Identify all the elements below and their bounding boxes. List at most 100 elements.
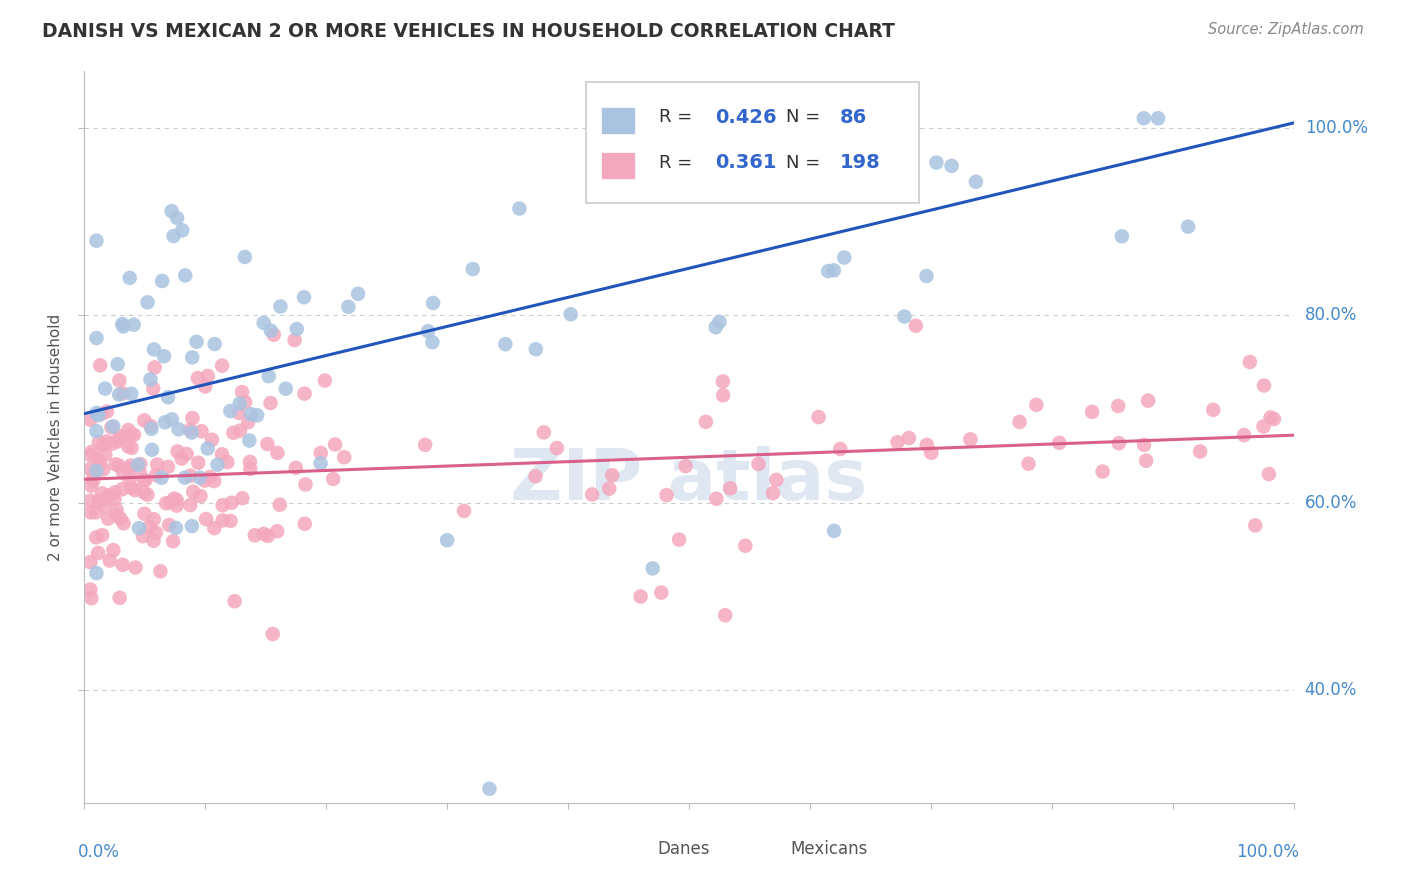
Point (238, 434, 260, 448)
Text: Danes: Danes (658, 840, 710, 858)
Point (920, 446, 942, 460)
Point (89, 359, 111, 373)
Point (139, 372, 162, 386)
Point (1135, 453, 1157, 467)
Point (190, 489, 212, 503)
Point (231, 491, 253, 506)
Point (706, 491, 728, 506)
Point (228, 406, 250, 420)
Point (96, 404, 118, 418)
Point (179, 423, 201, 437)
Point (897, 431, 920, 445)
Point (219, 404, 242, 418)
Point (108, 429, 131, 443)
Point (153, 415, 176, 429)
Point (108, 387, 131, 401)
Text: 60.0%: 60.0% (1305, 494, 1357, 512)
Point (253, 316, 276, 330)
Point (132, 529, 155, 543)
Y-axis label: 2 or more Vehicles in Household: 2 or more Vehicles in Household (48, 313, 63, 561)
Point (695, 415, 717, 429)
Point (160, 204, 183, 219)
Point (598, 482, 620, 496)
Point (159, 495, 181, 509)
Point (269, 498, 291, 512)
Point (240, 407, 263, 421)
Point (100, 420, 122, 434)
Point (127, 458, 149, 472)
Text: 100.0%: 100.0% (1305, 119, 1368, 136)
Text: 0.361: 0.361 (716, 153, 778, 172)
Point (239, 455, 262, 469)
Point (762, 486, 785, 500)
Point (194, 379, 217, 393)
Point (165, 521, 187, 535)
Point (160, 412, 183, 426)
Point (546, 441, 568, 455)
Point (807, 410, 830, 425)
Point (243, 528, 266, 542)
Point (180, 425, 202, 440)
Point (333, 450, 356, 465)
Point (285, 322, 308, 336)
Point (86, 424, 108, 438)
Point (224, 594, 246, 608)
Point (195, 512, 218, 526)
Point (190, 424, 212, 438)
Point (104, 485, 127, 500)
Point (461, 262, 484, 277)
Point (124, 483, 146, 498)
Point (422, 296, 444, 310)
Point (103, 543, 125, 558)
Point (139, 419, 162, 434)
Point (256, 437, 278, 451)
Point (80, 478, 103, 492)
Point (211, 513, 233, 527)
Point (145, 468, 167, 483)
Point (120, 458, 142, 473)
Point (347, 286, 370, 301)
Point (1257, 467, 1279, 481)
Point (823, 524, 845, 538)
Point (118, 271, 141, 285)
Point (416, 324, 439, 338)
Text: Source: ZipAtlas.com: Source: ZipAtlas.com (1208, 22, 1364, 37)
Point (201, 433, 224, 447)
Point (641, 561, 664, 575)
Point (222, 425, 245, 440)
Point (322, 472, 344, 486)
Point (197, 368, 219, 383)
Point (142, 512, 165, 526)
Point (96, 434, 118, 449)
Point (262, 627, 284, 641)
Point (266, 524, 288, 539)
Point (142, 382, 165, 396)
Point (150, 274, 173, 288)
Point (830, 442, 852, 456)
Point (124, 560, 146, 574)
Text: 40.0%: 40.0% (1305, 681, 1357, 699)
FancyBboxPatch shape (623, 844, 651, 866)
Point (202, 521, 225, 535)
Point (915, 268, 938, 283)
Point (84, 505, 107, 519)
Point (132, 473, 155, 487)
Text: 198: 198 (841, 153, 880, 172)
Point (239, 462, 262, 476)
Point (560, 307, 582, 321)
Text: 0.0%: 0.0% (79, 843, 120, 861)
Point (314, 374, 336, 388)
Point (309, 446, 332, 460)
Point (704, 320, 727, 334)
Point (718, 481, 741, 495)
Point (155, 496, 177, 510)
Point (1047, 436, 1070, 450)
Point (727, 180, 749, 194)
Point (98, 553, 121, 567)
Point (1081, 405, 1104, 419)
Point (269, 300, 291, 314)
Point (166, 444, 188, 458)
Point (893, 310, 915, 324)
Point (91, 438, 114, 452)
Point (292, 290, 315, 304)
